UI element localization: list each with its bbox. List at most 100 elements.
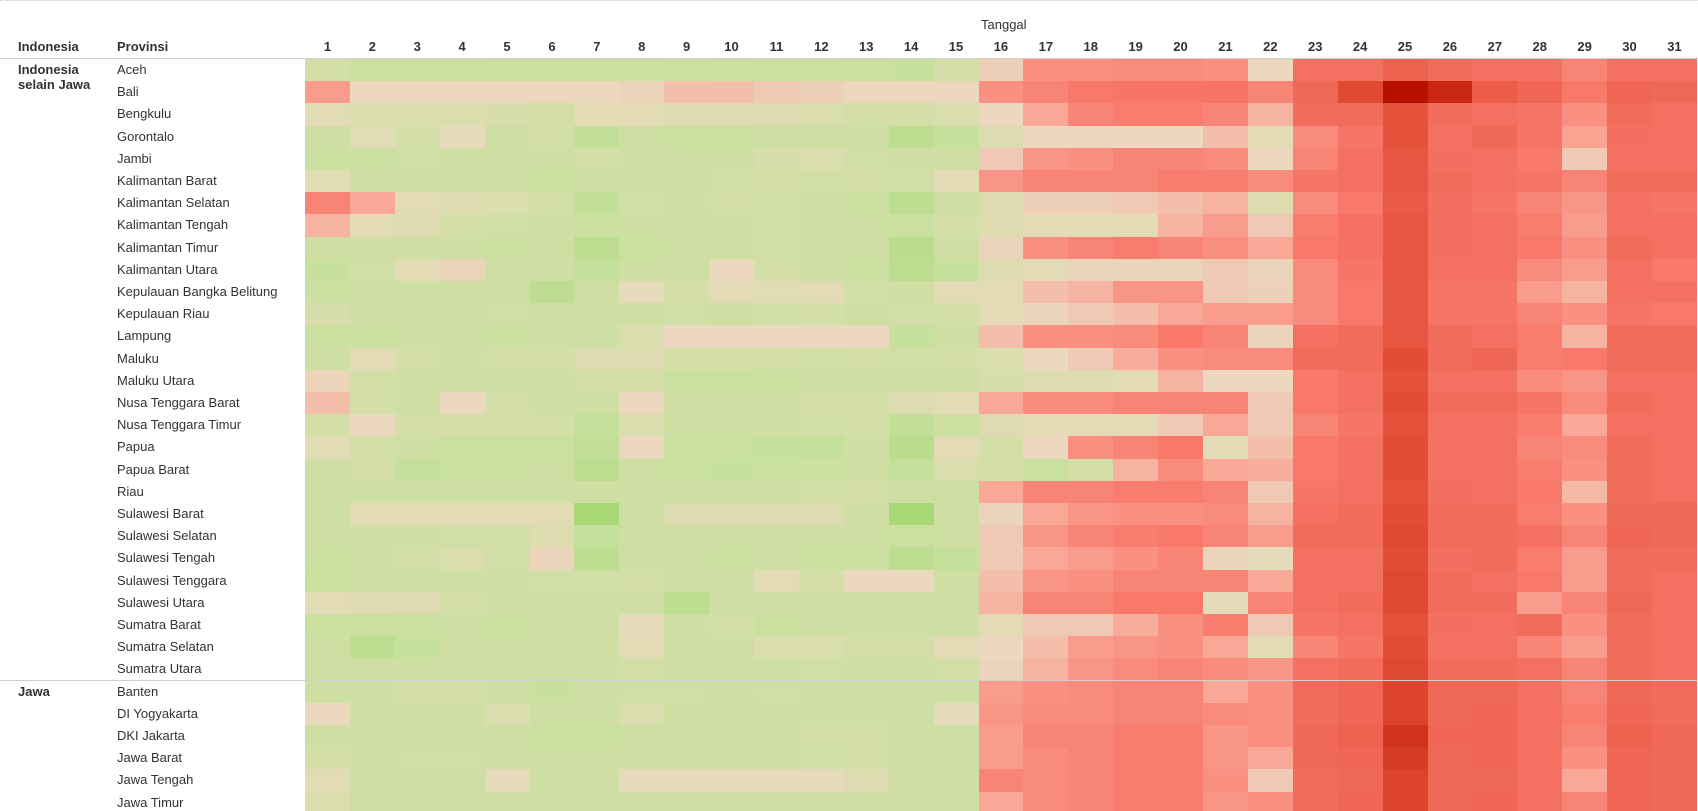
heat-cell xyxy=(1517,791,1563,811)
heat-cell xyxy=(1158,702,1204,726)
heat-cell xyxy=(1023,147,1069,171)
heat-cell xyxy=(888,103,935,127)
heat-cell xyxy=(1382,147,1428,171)
heat-cell xyxy=(1203,658,1249,682)
heat-cell xyxy=(1382,81,1428,104)
heat-cell xyxy=(1158,258,1204,282)
heat-cell xyxy=(574,725,620,748)
heat-cell xyxy=(1517,214,1563,238)
heat-cell xyxy=(888,392,935,415)
heat-cell xyxy=(888,369,935,393)
heat-cell xyxy=(619,147,665,171)
heat-cell xyxy=(619,281,665,304)
heat-cell xyxy=(798,769,845,793)
heat-cell xyxy=(484,658,530,682)
heat-cell xyxy=(394,347,441,371)
heat-cell xyxy=(1562,591,1608,615)
row-label: Jambi xyxy=(117,150,152,166)
heat-cell xyxy=(305,480,351,504)
heat-cell xyxy=(484,614,530,637)
row-label: Gorontalo xyxy=(117,128,175,144)
heat-cell xyxy=(709,414,755,437)
heat-cell xyxy=(843,325,890,349)
heat-cell xyxy=(394,192,441,215)
heat-cell xyxy=(1337,103,1384,127)
heat-cell xyxy=(1607,369,1653,393)
heat-cell xyxy=(1472,591,1518,615)
heat-cell xyxy=(1292,658,1339,682)
heat-cell xyxy=(574,369,620,393)
heat-cell xyxy=(1068,392,1114,415)
heat-cell xyxy=(754,281,800,304)
heat-cell xyxy=(933,636,979,659)
heat-cell xyxy=(843,258,890,282)
heat-cell xyxy=(1023,658,1069,682)
heat-cell xyxy=(1562,569,1608,593)
heat-cell xyxy=(1158,281,1204,304)
heat-cell xyxy=(1517,525,1563,548)
heat-cell xyxy=(349,392,396,415)
heat-cell xyxy=(978,480,1024,504)
heat-cell xyxy=(1652,503,1698,526)
heat-cell xyxy=(798,636,845,659)
column-label: 31 xyxy=(1667,39,1682,54)
heat-cell xyxy=(888,503,935,526)
heat-cell xyxy=(529,192,575,215)
heat-cell xyxy=(754,658,800,682)
heat-cell xyxy=(1652,436,1698,460)
heat-cell xyxy=(1068,547,1114,571)
heat-cell xyxy=(1113,103,1159,127)
heat-cell xyxy=(1203,236,1249,260)
heat-cell xyxy=(305,747,351,770)
heat-cell xyxy=(484,347,530,371)
heat-cell xyxy=(1472,392,1518,415)
heat-cell xyxy=(1472,369,1518,393)
heat-cell xyxy=(394,281,441,304)
heat-cell xyxy=(305,636,351,659)
heat-cell xyxy=(1113,725,1159,748)
heat-cell xyxy=(798,369,845,393)
heat-cell xyxy=(484,769,530,793)
heat-cell xyxy=(1113,347,1159,371)
heat-cell xyxy=(1427,614,1473,637)
heat-cell xyxy=(1247,59,1294,82)
heat-cell xyxy=(1517,170,1563,193)
heat-cell xyxy=(1607,303,1653,326)
heat-cell xyxy=(1607,725,1653,748)
heat-cell xyxy=(305,347,351,371)
heat-cell xyxy=(1247,658,1294,682)
heat-cell xyxy=(664,347,710,371)
heat-cell xyxy=(1023,392,1069,415)
heat-cell xyxy=(664,414,710,437)
heat-cell xyxy=(305,414,351,437)
heat-cell xyxy=(1427,81,1473,104)
heat-cell xyxy=(888,680,935,704)
heat-cell xyxy=(709,569,755,593)
heat-cell xyxy=(394,480,441,504)
heat-cell xyxy=(305,369,351,393)
heat-cell xyxy=(1292,103,1339,127)
heat-cell xyxy=(439,480,486,504)
heat-cell xyxy=(754,525,800,548)
heat-cell xyxy=(843,547,890,571)
heat-cell xyxy=(933,725,979,748)
heat-cell xyxy=(1427,192,1473,215)
heat-cell xyxy=(798,702,845,726)
heat-cell xyxy=(529,547,575,571)
heat-cell xyxy=(888,214,935,238)
row-label: Sulawesi Tengah xyxy=(117,550,216,566)
heat-cell xyxy=(529,436,575,460)
heat-cell xyxy=(619,236,665,260)
heat-cell xyxy=(1068,458,1114,482)
heat-cell xyxy=(843,303,890,326)
heat-cell xyxy=(1472,214,1518,238)
heat-cell xyxy=(1292,303,1339,326)
heat-cell xyxy=(439,458,486,482)
heat-cell xyxy=(1652,236,1698,260)
heat-cell xyxy=(619,59,665,82)
heat-cell xyxy=(664,702,710,726)
heat-cell xyxy=(1472,791,1518,811)
heat-cell xyxy=(1517,436,1563,460)
heat-cell xyxy=(1292,503,1339,526)
heat-cell xyxy=(1203,636,1249,659)
